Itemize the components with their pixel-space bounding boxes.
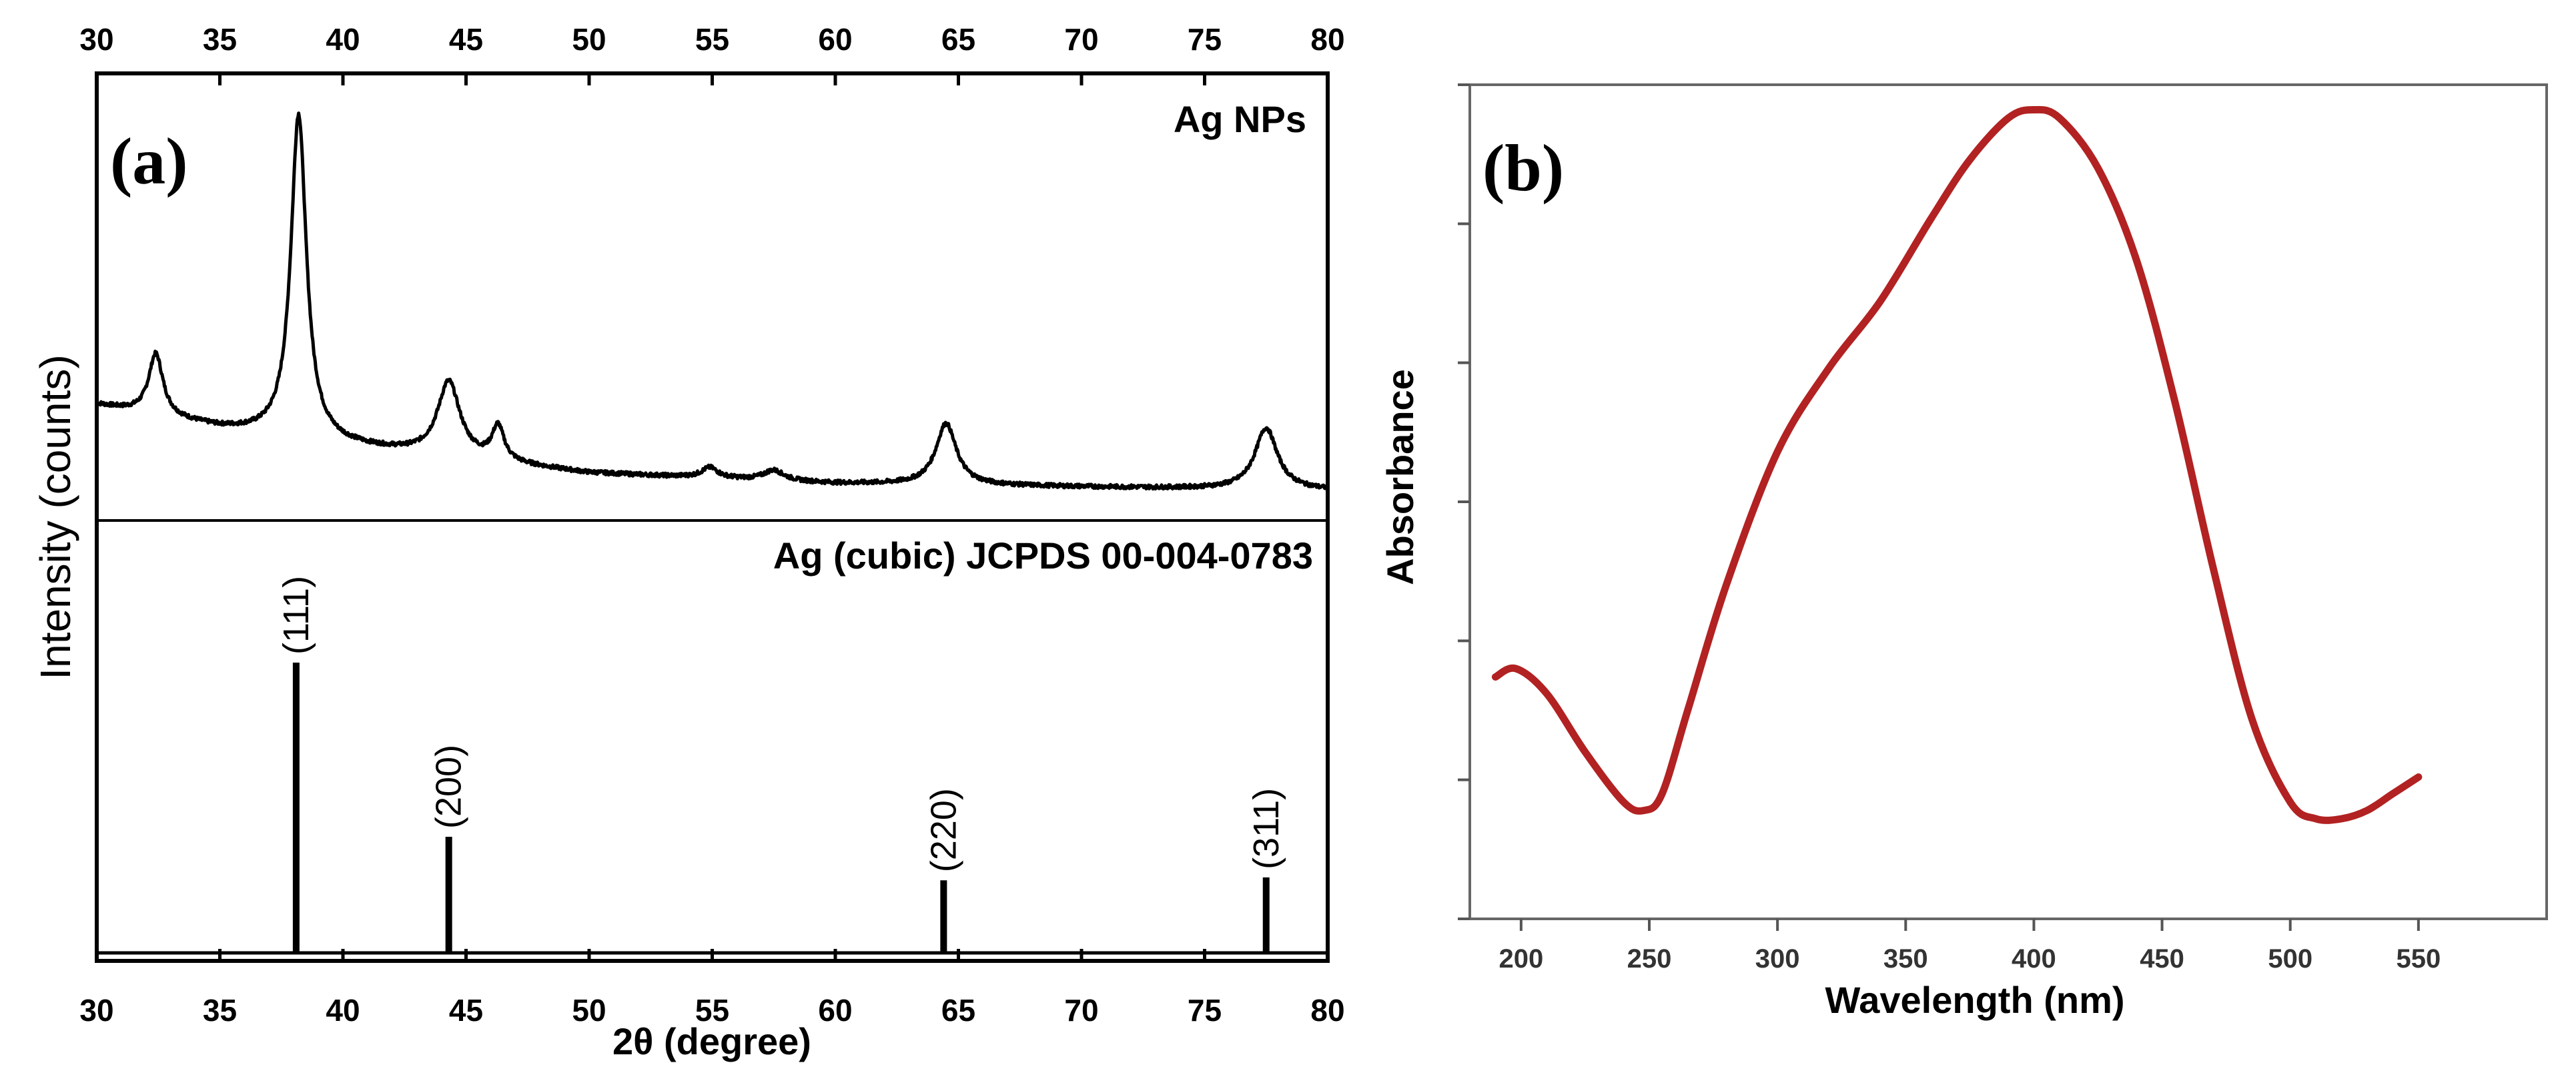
panel-b-label: (b) [1482, 131, 1564, 205]
a-bottom-tick-label: 65 [941, 993, 975, 1028]
panel-b: 200 250 300 350 400 450 500 550 (b) Wavelength … [1379, 83, 2548, 1021]
b-y-axis-title: Absorbance [1379, 369, 1421, 585]
b-x-tick-label: 300 [1755, 944, 1800, 974]
a-ticks-top: 30 35 40 45 50 55 60 65 70 75 80 [79, 22, 1345, 85]
reference-peak-label: (111) [276, 576, 316, 655]
a-top-tick-label: 55 [695, 22, 729, 57]
a-bottom-tick-label: 60 [818, 993, 852, 1028]
a-top-tick-label: 40 [326, 22, 360, 57]
a-bottom-tick-label: 75 [1188, 993, 1222, 1028]
a-top-tick-label: 75 [1188, 22, 1222, 57]
a-y-axis-title: Intensity (counts) [31, 354, 79, 679]
b-x-tick-label: 250 [1627, 944, 1672, 974]
panel-a-frame [95, 71, 1330, 963]
ag-nps-label: Ag NPs [1174, 98, 1306, 140]
a-bottom-tick-label: 55 [695, 993, 729, 1028]
absorbance-line [1491, 105, 2423, 824]
panel-a: 30 35 40 45 50 55 60 65 70 75 80 30 35 40 45 50 55 60 65 7… [31, 22, 1345, 1062]
reference-peak-label: (311) [1246, 788, 1286, 869]
reference-label: Ag (cubic) JCPDS 00-004-0783 [773, 534, 1313, 577]
xrd-pattern-line [95, 111, 1328, 491]
reference-peak-label: (200) [429, 745, 469, 829]
reference-lines: (111) (200) (220) (311) [276, 576, 1286, 953]
panel-b-frame [1468, 83, 2548, 920]
a-bottom-tick-label: 30 [79, 993, 113, 1028]
reference-peak-label: (220) [923, 788, 963, 872]
a-bottom-tick-label: 50 [572, 993, 606, 1028]
a-top-tick-label: 60 [818, 22, 852, 57]
a-top-tick-label: 30 [79, 22, 113, 57]
a-bottom-tick-label: 45 [449, 993, 483, 1028]
a-top-tick-label: 45 [449, 22, 483, 57]
b-x-tick-label: 450 [2140, 944, 2184, 974]
a-top-tick-label: 50 [572, 22, 606, 57]
a-top-tick-label: 65 [941, 22, 975, 57]
a-x-axis-title: 2θ (degree) [612, 1020, 811, 1062]
b-x-tick-label: 500 [2268, 944, 2312, 974]
a-bottom-tick-label: 35 [203, 993, 237, 1028]
b-x-tick-label: 550 [2396, 944, 2441, 974]
a-top-tick-label: 35 [203, 22, 237, 57]
b-x-tick-label: 400 [2012, 944, 2056, 974]
a-top-tick-label: 80 [1310, 22, 1344, 57]
panel-a-label: (a) [110, 124, 188, 198]
a-bottom-tick-label: 70 [1064, 993, 1098, 1028]
a-bottom-tick-label: 40 [326, 993, 360, 1028]
b-x-tick-label: 200 [1498, 944, 1543, 974]
a-top-tick-label: 70 [1064, 22, 1098, 57]
b-ticks: 200 250 300 350 400 450 500 550 [1458, 83, 2441, 974]
b-x-tick-label: 350 [1883, 944, 1928, 974]
b-x-axis-title: Wavelength (nm) [1825, 979, 2124, 1021]
a-bottom-tick-label: 80 [1310, 993, 1344, 1028]
a-ticks-bottom: 30 35 40 45 50 55 60 65 70 75 80 [79, 949, 1345, 1028]
